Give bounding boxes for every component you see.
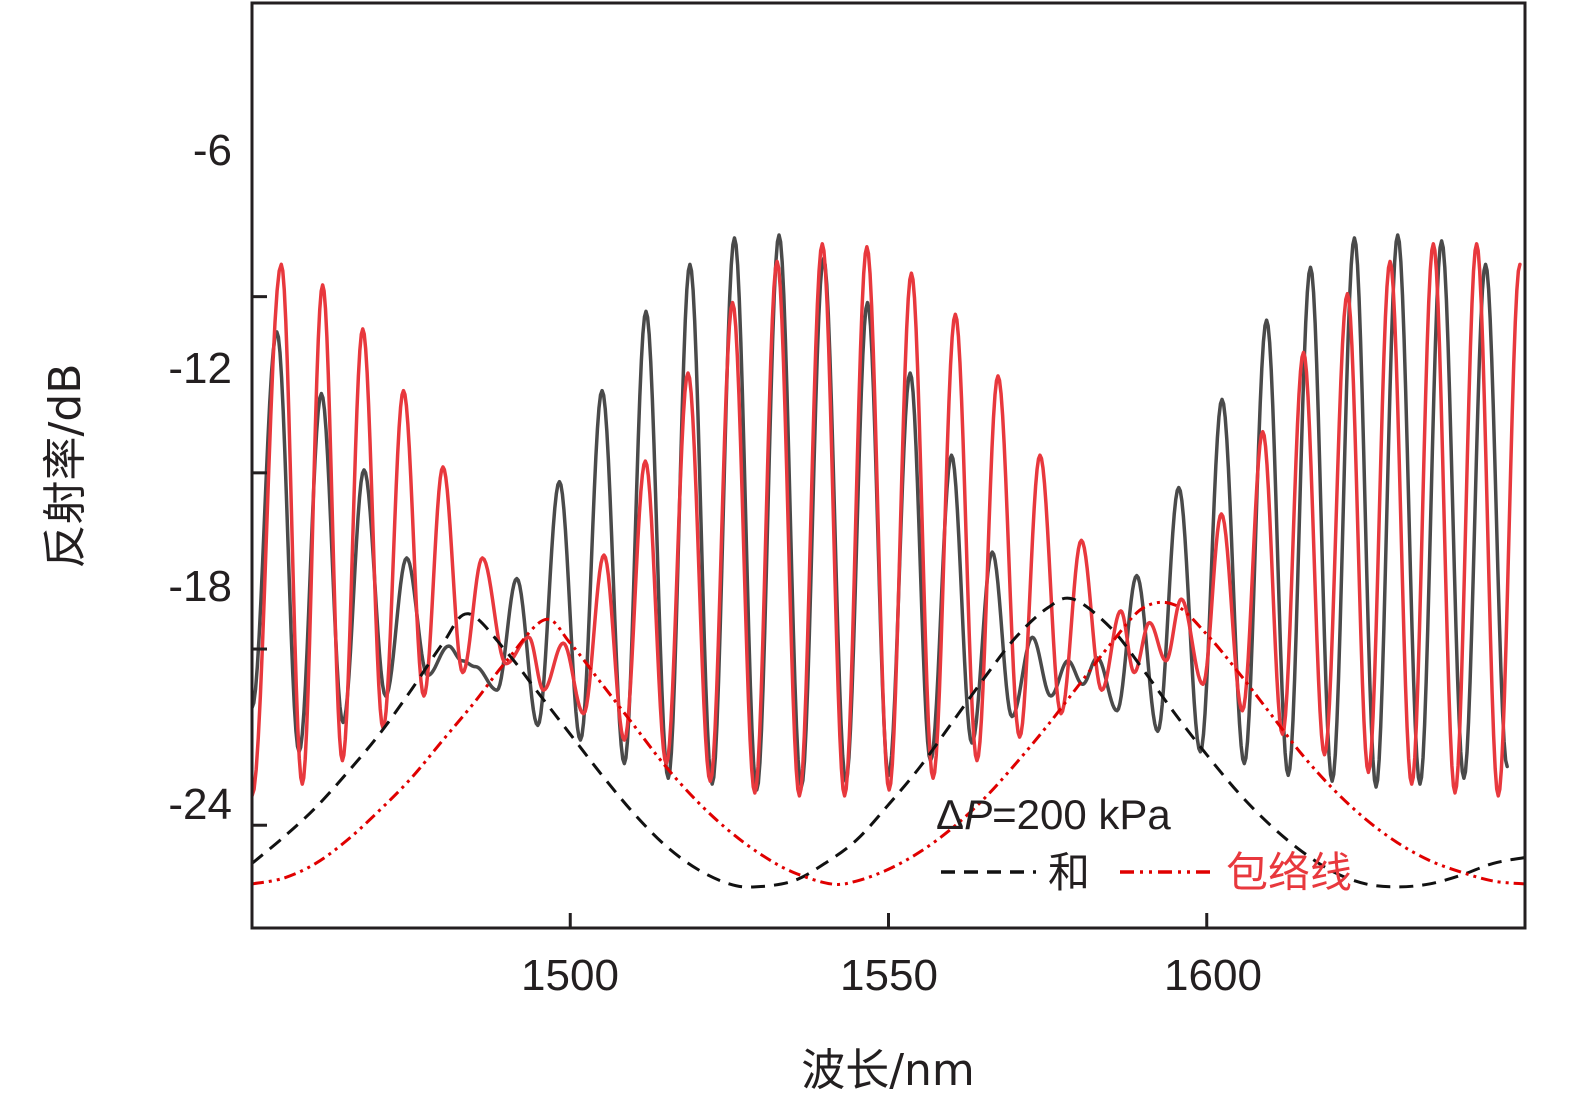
x-tick-label: 1500	[521, 951, 619, 1000]
legend: ΔP=200 kPa 和 包络线	[936, 791, 1352, 897]
x-tick-labels: 1500 1550 1600	[521, 951, 1262, 1000]
red-reflection-series	[252, 242, 1522, 798]
y-tick-labels: -6 -12 -18 -24	[168, 126, 232, 829]
x-tick-label: 1600	[1164, 951, 1262, 1000]
ticks-layer	[252, 295, 1209, 928]
pressure-annotation: ΔP=200 kPa	[936, 791, 1171, 838]
legend-red-label: 包络线	[1226, 848, 1352, 897]
legend-black-label: 和	[1048, 848, 1090, 897]
x-tick-label: 1550	[840, 951, 938, 1000]
y-axis-title: 反射率/dB	[40, 364, 91, 569]
series-layer	[252, 233, 1525, 889]
x-axis-title: 波长/nm	[801, 1045, 975, 1096]
y-tick-label: -24	[168, 780, 232, 829]
red-dashdot-envelope	[252, 600, 1525, 886]
y-tick-label: -12	[168, 344, 232, 393]
y-tick-label: -6	[193, 126, 232, 175]
black-dashed-envelope	[252, 596, 1525, 889]
y-tick-label: -18	[168, 562, 232, 611]
